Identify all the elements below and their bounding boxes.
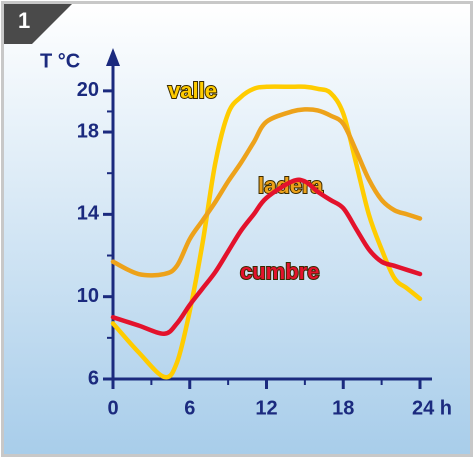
x-tick-label: 24 h [412,397,452,419]
x-tick-label: 18 [332,397,354,419]
y-tick-label: 6 [88,367,99,389]
badge [4,4,72,44]
y-tick-label: 20 [77,79,99,101]
y-axis-label: T °C [40,50,80,72]
badge-text: 1 [18,8,30,33]
y-tick-label: 14 [77,203,100,225]
y-tick-label: 18 [77,120,99,142]
y-tick-label: 10 [77,285,99,307]
series-line [110,84,423,380]
series-label: valle [168,78,217,103]
series-line [110,177,423,336]
x-tick-label: 0 [107,397,118,419]
y-axis-arrow [106,48,120,66]
x-tick-label: 12 [255,397,277,419]
x-tick-label: 6 [184,397,195,419]
series-line [110,107,423,278]
series-label: cumbre [240,259,319,284]
